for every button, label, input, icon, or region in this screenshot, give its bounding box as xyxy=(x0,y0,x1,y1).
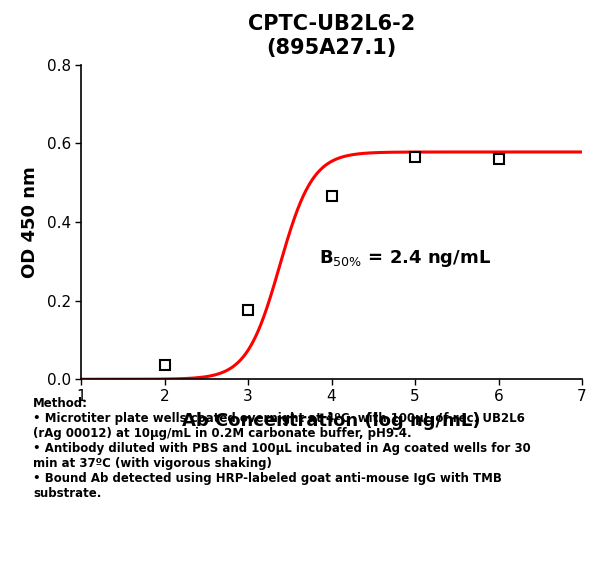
Y-axis label: OD 450 nm: OD 450 nm xyxy=(20,166,38,278)
Title: CPTC-UB2L6-2
(895A27.1): CPTC-UB2L6-2 (895A27.1) xyxy=(248,14,415,58)
X-axis label: Ab Concentration (log ng/mL): Ab Concentration (log ng/mL) xyxy=(182,412,481,430)
Text: B$_{50\%}$ = 2.4 ng/mL: B$_{50\%}$ = 2.4 ng/mL xyxy=(319,248,491,269)
Text: Method:
• Microtiter plate wells coated overnight at 4ºC  with 100μL of rec. UB2: Method: • Microtiter plate wells coated … xyxy=(33,397,531,500)
